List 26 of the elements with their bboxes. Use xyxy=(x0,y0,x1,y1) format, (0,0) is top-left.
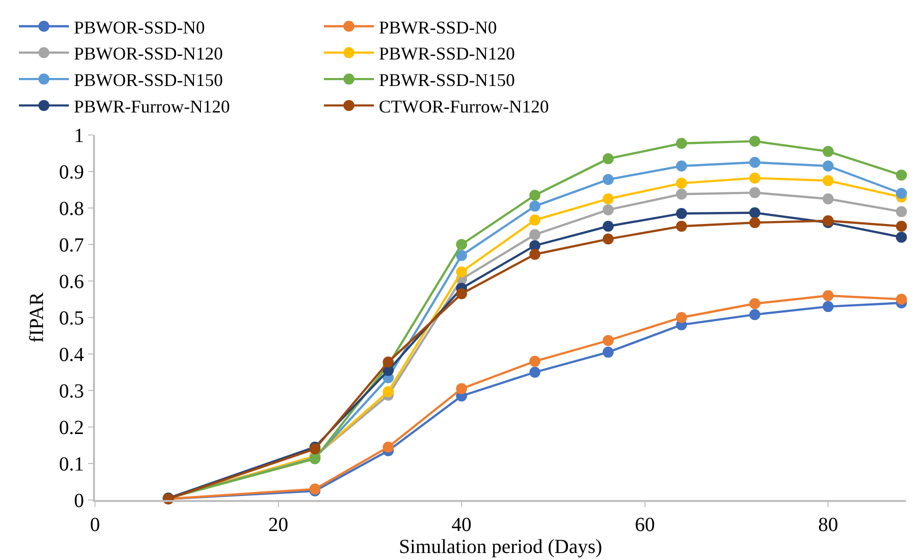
x-axis-title: Simulation period (Days) xyxy=(398,536,602,558)
legend-label: PBWOR-SSD-N120 xyxy=(74,44,223,64)
y-tick-label: 1 xyxy=(74,125,84,147)
x-tick-label: 20 xyxy=(268,514,288,536)
y-tick-label: 0.5 xyxy=(59,308,84,330)
y-tick-label: 0.1 xyxy=(59,454,84,476)
x-tick-label: 80 xyxy=(818,514,838,536)
legend-label: PBWR-Furrow-N120 xyxy=(74,96,230,116)
y-tick-label: 0.9 xyxy=(59,162,84,184)
legend-label: PBWOR-SSD-N150 xyxy=(74,70,223,90)
legend-label: PBWR-SSD-N150 xyxy=(378,70,515,90)
y-tick-label: 0.6 xyxy=(59,271,84,293)
y-tick-label: 0.4 xyxy=(59,344,84,366)
x-tick-label: 40 xyxy=(452,514,472,536)
legend-label: PBWR-SSD-N120 xyxy=(378,44,515,64)
x-tick-label: 0 xyxy=(90,514,100,536)
y-tick-label: 0.2 xyxy=(59,417,84,439)
x-tick-label: 60 xyxy=(634,514,655,536)
y-axis-title: fIPAR xyxy=(26,292,48,343)
y-tick-label: 0.8 xyxy=(59,198,84,220)
y-tick-label: 0 xyxy=(74,490,84,512)
legend-label: CTWOR-Furrow-N120 xyxy=(378,96,549,116)
legend-label: PBWOR-SSD-N0 xyxy=(74,17,205,38)
legend-label: PBWR-SSD-N0 xyxy=(378,17,497,38)
y-tick-label: 0.3 xyxy=(59,380,84,402)
y-tick-label: 0.7 xyxy=(59,234,84,256)
